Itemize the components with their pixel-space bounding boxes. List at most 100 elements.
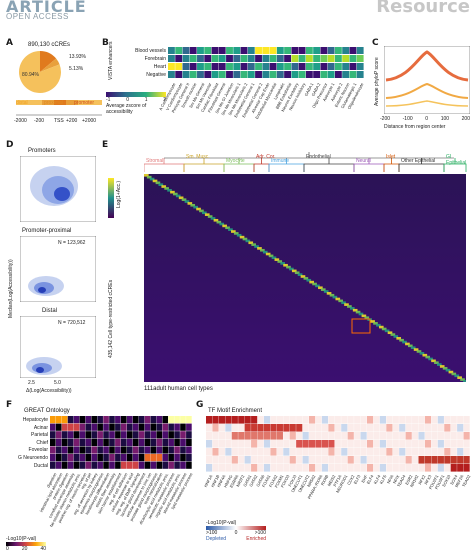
tf-cell xyxy=(218,432,226,440)
tf-cell xyxy=(341,440,348,448)
diag-block xyxy=(323,290,329,293)
vista-cell xyxy=(197,71,204,78)
great-row-label: Parietal xyxy=(31,432,48,439)
great-cell xyxy=(156,438,163,446)
great-cell xyxy=(132,431,139,439)
great-cell xyxy=(121,423,127,431)
vista-cell xyxy=(233,71,241,78)
tf-cell xyxy=(212,416,219,424)
great-tick-1: 20 xyxy=(21,546,28,552)
diag-block xyxy=(460,378,465,381)
great-cell xyxy=(156,461,163,469)
vista-cell xyxy=(189,55,197,62)
tf-cell xyxy=(212,440,219,448)
diag-block xyxy=(329,293,335,297)
tf-heatmap xyxy=(206,416,470,472)
pie-slice-promoter xyxy=(40,51,57,72)
diag-block xyxy=(291,269,297,273)
great-colorbar: -Log10(P-val) 0 20 40 xyxy=(6,536,46,552)
tf-cell xyxy=(399,416,406,424)
journal-header: ARTICLE OPEN ACCESS Resource xyxy=(0,0,474,22)
diag-block xyxy=(425,355,431,359)
diag-block xyxy=(419,352,425,355)
vista-cell xyxy=(298,47,306,54)
diag-block xyxy=(428,357,433,361)
tf-cell xyxy=(276,464,283,472)
tick-minus-2000: -2000 xyxy=(14,118,27,124)
tf-cell xyxy=(463,448,470,456)
group-label: Neural xyxy=(356,158,371,164)
tf-cell xyxy=(328,424,335,432)
diag-block xyxy=(410,346,416,350)
panel-e: Stromal Sm. Musc. Myocyte Adr. Cor. Immune En… xyxy=(104,148,470,398)
great-cell xyxy=(150,454,157,462)
tf-cell xyxy=(341,416,348,424)
great-cell xyxy=(150,423,157,431)
diag-block xyxy=(393,335,399,338)
great-cell xyxy=(67,446,74,454)
tf-cell xyxy=(405,416,412,424)
great-cell xyxy=(109,416,115,424)
great-cell xyxy=(73,416,80,424)
great-cell xyxy=(67,454,74,462)
tf-cell xyxy=(263,440,271,448)
diag-block xyxy=(396,337,402,340)
tf-cell xyxy=(225,448,232,456)
tf-tick-1: 0 xyxy=(234,530,238,536)
tf-cell xyxy=(231,432,238,440)
tick-plus-2000: +2000 xyxy=(82,118,97,124)
diag-block xyxy=(376,323,381,327)
great-cell xyxy=(79,431,86,439)
diag-block xyxy=(173,192,178,196)
group-label: Adr. Cor. xyxy=(256,154,276,160)
vista-cell xyxy=(226,63,233,70)
tf-cell xyxy=(463,464,470,472)
tf-cell xyxy=(276,424,283,432)
great-cell xyxy=(85,438,92,446)
diag-block xyxy=(306,278,312,282)
tf-cell xyxy=(418,464,425,472)
great-cell xyxy=(79,438,86,446)
tf-cell xyxy=(334,424,341,432)
great-cell xyxy=(162,446,169,454)
tf-cell xyxy=(218,416,226,424)
vista-cell xyxy=(269,47,277,54)
great-cell xyxy=(50,438,56,446)
diag-block xyxy=(344,303,349,306)
tf-colorbar: -Log10(P-val) >100 0 >100 Depleted Enric… xyxy=(206,520,266,542)
group-label: Sm. Musc. xyxy=(186,154,210,160)
vista-colorbar-gradient xyxy=(106,92,166,97)
tf-cell xyxy=(270,432,277,440)
vista-cell xyxy=(313,55,321,62)
panel-d-label: D xyxy=(6,140,14,150)
panel-g-label: G xyxy=(196,400,204,410)
diag-block xyxy=(387,331,393,335)
diag-block xyxy=(378,325,384,329)
great-cell xyxy=(50,461,56,469)
tf-cell xyxy=(257,464,264,472)
tf-cell xyxy=(206,456,213,464)
great-colorbar-gradient xyxy=(6,542,46,546)
diag-block xyxy=(332,295,338,299)
tf-cell xyxy=(463,424,470,432)
great-row-label: Foveolar xyxy=(28,447,48,454)
vista-cell xyxy=(247,47,255,54)
vista-cell xyxy=(182,47,190,54)
vista-cell xyxy=(334,71,342,78)
panel-f-label: F xyxy=(6,400,13,410)
diag-block xyxy=(274,258,280,261)
group-label: Myocyte xyxy=(226,158,245,164)
density-xtick-1: 5.0 xyxy=(54,380,61,386)
vista-cell xyxy=(291,47,299,54)
tf-cell xyxy=(399,456,406,464)
great-cell xyxy=(132,446,139,454)
great-cell xyxy=(61,416,68,424)
row-negative: Negative xyxy=(146,72,166,78)
tf-cell xyxy=(251,448,258,456)
diag-block xyxy=(222,224,227,228)
tf-cell xyxy=(231,416,238,424)
great-cell xyxy=(150,461,157,469)
great-cell xyxy=(156,454,163,462)
row-forebrain: Forebrain xyxy=(144,56,166,62)
vista-cell xyxy=(298,71,306,78)
